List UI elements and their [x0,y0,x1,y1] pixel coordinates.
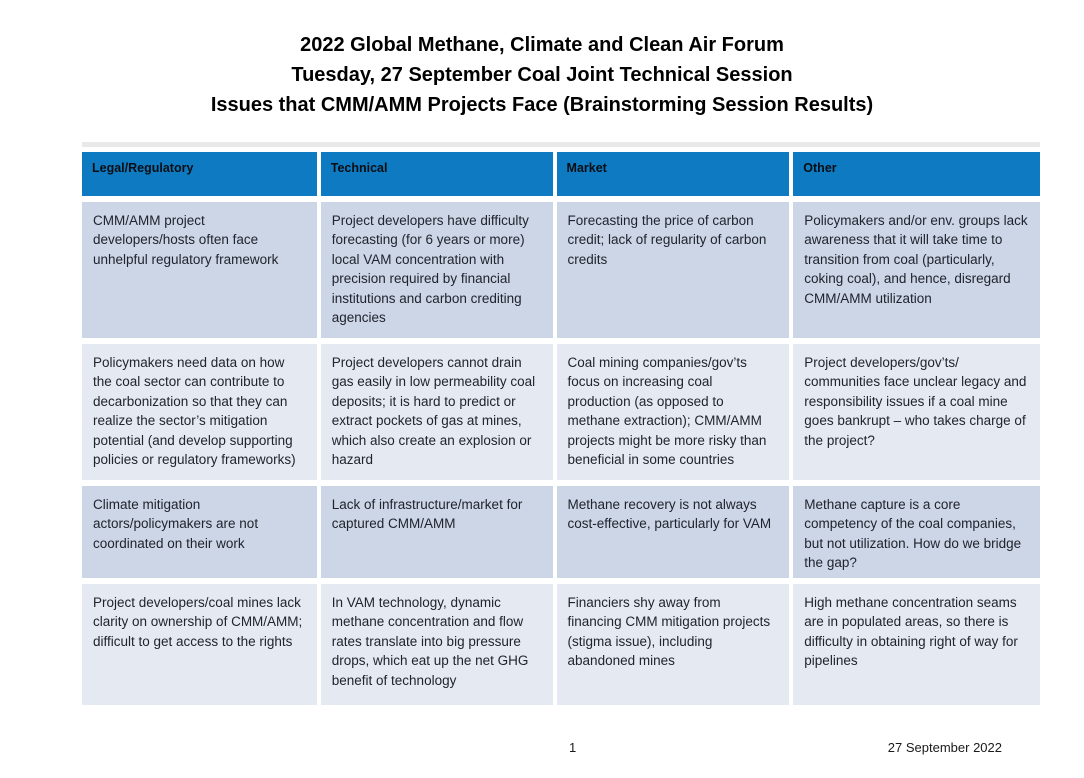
cell-row4-other: High methane concentration seams are in … [793,584,1040,705]
title-line-1: 2022 Global Methane, Climate and Clean A… [300,34,784,56]
issues-table: Legal/Regulatory Technical Market Other … [82,152,1040,705]
cell-row4-market: Financiers shy away from financing CMM m… [556,584,790,705]
footer-date: 27 September 2022 [887,740,1002,755]
cell-row1-technical: Project developers have difficulty forec… [320,202,553,338]
cell-row2-technical: Project developers cannot drain gas easi… [320,344,553,480]
cell-row3-legal: Climate mitigation actors/policymakers a… [82,486,317,578]
column-header-technical: Technical [320,152,553,196]
cell-row3-other: Methane capture is a core competency of … [793,486,1040,578]
table-top-edge [82,142,1040,147]
cell-row1-other: Policymakers and/or env. groups lack awa… [793,202,1040,338]
cell-row1-legal: CMM/AMM project developers/hosts often f… [82,202,317,338]
cell-row4-technical: In VAM technology, dynamic methane conce… [320,584,553,705]
cell-row2-market: Coal mining companies/gov’ts focus on in… [556,344,790,480]
cell-row2-other: Project developers/gov’ts/ communities f… [793,344,1040,480]
title-line-3: Issues that CMM/AMM Projects Face (Brain… [210,94,874,116]
column-header-legal-regulatory: Legal/Regulatory [82,152,317,196]
cell-row2-legal: Policymakers need data on how the coal s… [82,344,317,480]
cell-row3-market: Methane recovery is not always cost-effe… [556,486,790,578]
cell-row4-legal: Project developers/coal mines lack clari… [82,584,317,705]
page-number: 1 [569,740,577,755]
column-header-market: Market [556,152,790,196]
title-line-2: Tuesday, 27 September Coal Joint Technic… [291,64,793,86]
column-header-other: Other [793,152,1040,196]
cell-row1-market: Forecasting the price of carbon credit; … [556,202,790,338]
cell-row3-technical: Lack of infrastructure/market for captur… [320,486,553,578]
page-title: 2022 Global Methane, Climate and Clean A… [0,30,1084,120]
